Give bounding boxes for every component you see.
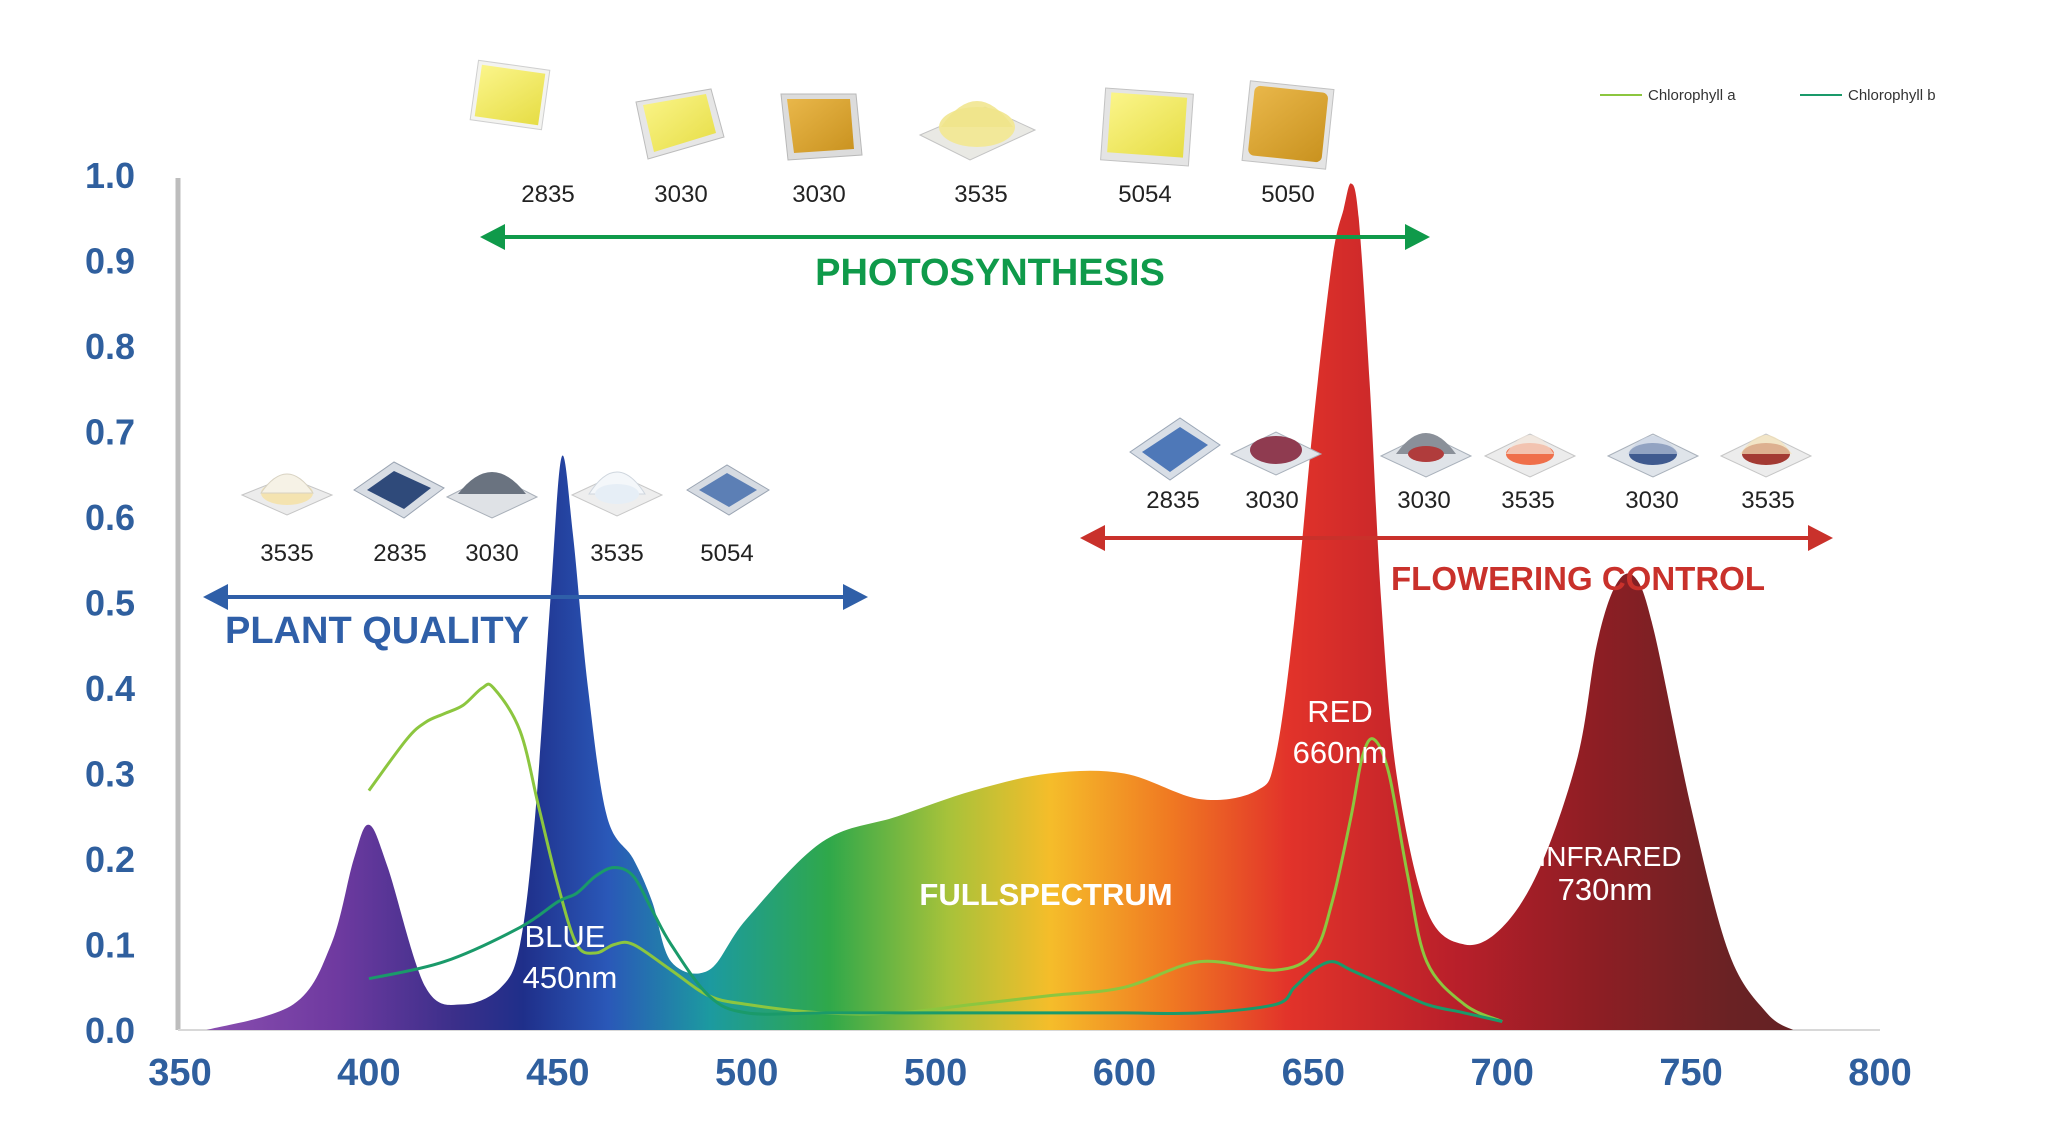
plant-quality-label: PLANT QUALITY: [225, 610, 529, 652]
flowering-control-arrow: [1080, 525, 1833, 551]
x-tick-label: 650: [1282, 1052, 1345, 1094]
led-model-label: 2835: [1146, 487, 1199, 514]
led-model-label: 3030: [792, 181, 845, 208]
led-model-label: 3535: [1501, 487, 1554, 514]
x-tick-label: 750: [1659, 1052, 1722, 1094]
led-labels-plant-quality: 3535 2835 3030 3535 5054: [260, 540, 753, 567]
y-tick-label: 0.7: [85, 412, 135, 453]
led-chip-3030-yellow: [635, 88, 725, 160]
led-model-label: 2835: [521, 181, 574, 208]
led-row-photosynthesis: 2835 3030 3030 3535 5054 5050: [469, 59, 1335, 208]
x-tick-label: 350: [148, 1052, 211, 1094]
y-tick-label: 0.9: [85, 241, 135, 282]
led-model-label: 3030: [654, 181, 707, 208]
led-chip-3535-warm: [240, 473, 334, 516]
led-chip-3030-dark: [445, 472, 539, 519]
led-chip-5054-blue: [686, 464, 770, 516]
led-model-label: 3535: [260, 540, 313, 567]
led-chip-3535-fc-orange: [1483, 433, 1577, 478]
y-tick-labels: 1.0 0.9 0.8 0.7 0.6 0.5 0.4 0.3 0.2 0.1 0.0: [85, 155, 135, 1051]
red-nm-label: 660nm: [1293, 735, 1388, 770]
led-model-label: 3030: [1625, 487, 1678, 514]
led-chip-2835-blue: [353, 461, 445, 519]
led-model-label: 3030: [465, 540, 518, 567]
led-row-plant-quality: 3535 2835 3030 3535 5054: [240, 461, 770, 567]
led-model-label: 5050: [1261, 181, 1314, 208]
led-row-flowering-control: 2835 3030 3030 3535 3030 3535: [1129, 417, 1813, 514]
fullspectrum-label: FULLSPECTRUM: [919, 877, 1172, 912]
led-model-label: 3030: [1245, 487, 1298, 514]
led-chip-3030-fc-blue: [1606, 433, 1700, 478]
x-tick-label: 500: [715, 1052, 778, 1094]
legend: Chlorophyll a Chlorophyll b: [1600, 87, 1936, 104]
plant-quality-arrow: [203, 584, 868, 610]
x-tick-label: 700: [1471, 1052, 1534, 1094]
blue-label: BLUE: [525, 919, 606, 954]
photosynthesis-arrow: [480, 224, 1430, 250]
y-tick-label: 0.0: [85, 1010, 135, 1051]
flowering-control-label: FLOWERING CONTROL: [1391, 560, 1765, 597]
led-model-label: 2835: [373, 540, 426, 567]
led-model-label: 3535: [1741, 487, 1794, 514]
infrared-nm-label: 730nm: [1558, 872, 1653, 907]
red-label: RED: [1307, 694, 1372, 729]
led-chip-2835: [469, 59, 551, 131]
x-tick-label: 500: [904, 1052, 967, 1094]
x-tick-label: 600: [1093, 1052, 1156, 1094]
led-chip-5054: [1100, 87, 1194, 167]
infrared-label: INFRARED: [1538, 841, 1681, 872]
led-model-label: 3535: [590, 540, 643, 567]
led-chip-3535-fc-warm: [1719, 433, 1813, 478]
led-model-label: 5054: [700, 540, 753, 567]
y-tick-label: 0.5: [85, 583, 135, 624]
led-chip-3030-gold: [780, 93, 863, 161]
led-labels-flowering-control: 2835 3030 3030 3535 3030 3535: [1146, 487, 1794, 514]
led-labels-photosynthesis: 2835 3030 3030 3535 5054 5050: [521, 181, 1314, 208]
chlorophyll-b-line: [368, 865, 1503, 1023]
y-tick-label: 0.8: [85, 326, 135, 367]
x-tick-label: 450: [526, 1052, 589, 1094]
led-model-label: 5054: [1118, 181, 1171, 208]
photosynthesis-label: PHOTOSYNTHESIS: [815, 252, 1165, 294]
x-tick-labels: 350 400 450 500 500 600 650 700 750 800: [148, 1052, 1911, 1094]
led-chip-3030-fc-red: [1229, 431, 1323, 476]
legend-label-chlorophyll-b: Chlorophyll b: [1848, 87, 1936, 104]
y-tick-label: 0.4: [85, 668, 135, 709]
led-chip-3030-fc-dome: [1379, 433, 1473, 478]
led-model-label: 3535: [954, 181, 1007, 208]
x-tick-label: 800: [1848, 1052, 1911, 1094]
blue-nm-label: 450nm: [523, 960, 618, 995]
y-tick-label: 0.6: [85, 497, 135, 538]
y-tick-label: 0.2: [85, 839, 135, 880]
y-tick-label: 0.1: [85, 925, 135, 966]
legend-label-chlorophyll-a: Chlorophyll a: [1648, 87, 1736, 104]
y-tick-label: 0.3: [85, 754, 135, 795]
led-chip-3535-dome: [918, 101, 1037, 161]
led-chip-3535-white: [570, 471, 664, 517]
y-tick-label: 1.0: [85, 155, 135, 196]
x-tick-label: 400: [337, 1052, 400, 1094]
led-chip-5050: [1241, 80, 1335, 170]
led-model-label: 3030: [1397, 487, 1450, 514]
led-chip-2835-fc: [1129, 417, 1221, 481]
